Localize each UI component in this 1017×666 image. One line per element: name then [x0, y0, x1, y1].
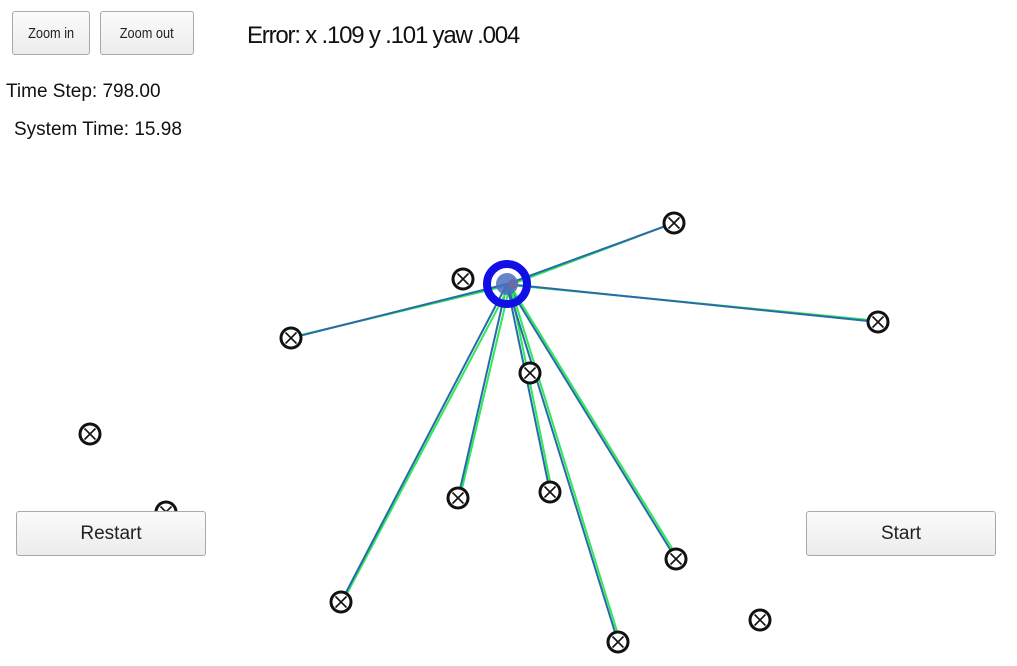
zoom-out-button[interactable]: Zoom out	[100, 11, 194, 55]
observation-line	[506, 283, 677, 560]
landmark-icon	[662, 211, 686, 235]
landmark-icon	[329, 590, 353, 614]
observation-line	[506, 222, 675, 285]
landmark-icon	[446, 486, 470, 510]
vehicle-core	[496, 273, 518, 295]
observation-line	[506, 283, 619, 643]
prediction-line	[509, 284, 621, 642]
prediction-line	[459, 284, 511, 498]
landmark-icon	[538, 480, 562, 504]
prediction-line	[509, 284, 679, 559]
time-step-readout: Time Step: 798.00	[6, 81, 161, 102]
observation-line	[506, 283, 879, 323]
error-readout: Error: x .109 y .101 yaw .004	[247, 22, 520, 49]
landmark-icon	[451, 267, 475, 291]
landmark-icon	[748, 608, 772, 632]
observation-line	[290, 283, 508, 339]
vehicle-heading	[508, 279, 518, 289]
landmark-icon	[606, 630, 630, 654]
prediction-line	[342, 284, 511, 602]
observation-line	[457, 283, 508, 499]
start-button[interactable]: Start	[806, 511, 996, 556]
landmark-icon	[664, 547, 688, 571]
vehicle-marker	[483, 260, 531, 308]
landmarks-layer	[78, 211, 890, 654]
observation-line	[340, 283, 508, 603]
vehicle-ring	[483, 260, 531, 308]
restart-button[interactable]: Restart	[16, 511, 206, 556]
system-time-readout: System Time: 15.98	[14, 119, 182, 140]
observation-line	[506, 283, 551, 493]
landmark-icon	[518, 361, 542, 385]
landmark-icon	[279, 326, 303, 350]
zoom-in-button[interactable]: Zoom in	[12, 11, 90, 55]
landmark-icon	[78, 422, 102, 446]
landmark-icon	[866, 310, 890, 334]
observation-lines	[290, 221, 881, 643]
